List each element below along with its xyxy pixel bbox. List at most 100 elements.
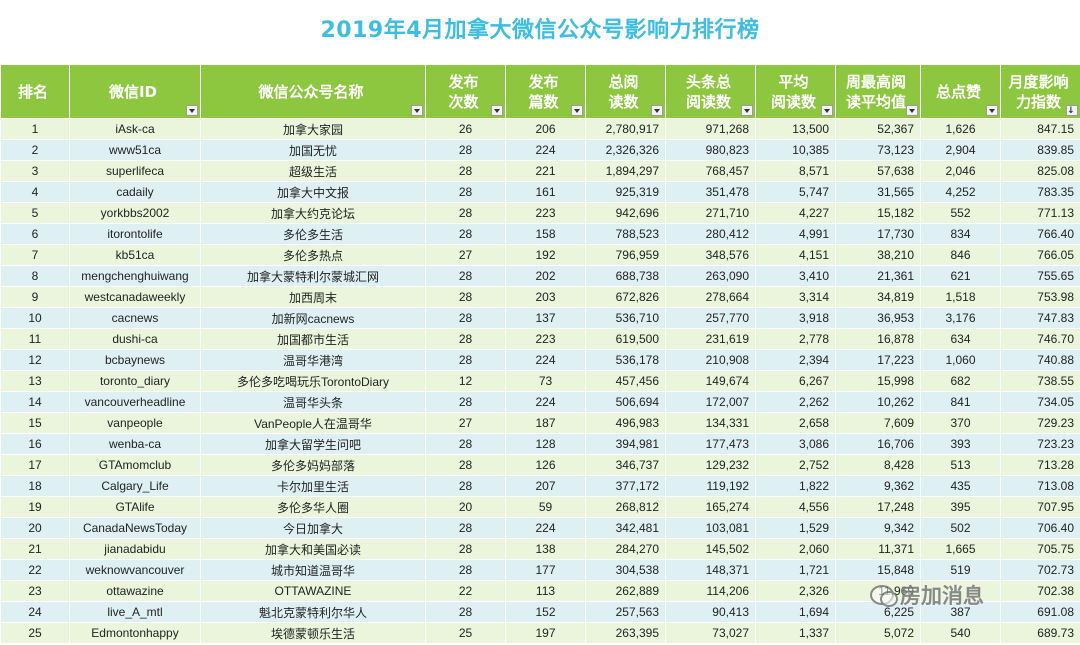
cell-post-count: 26	[425, 118, 506, 140]
cell-post-count: 12	[425, 370, 506, 392]
cell-avg-reads: 8,571	[755, 160, 836, 182]
sort-filter-icon[interactable]	[1066, 101, 1078, 121]
cell-weekly-max-avg: 16,706	[835, 433, 921, 455]
cell-weekly-max-avg: 9,342	[835, 517, 921, 539]
cell-total-likes: 502	[920, 517, 1001, 539]
cell-weekly-max-avg: 15,998	[835, 370, 921, 392]
filter-dropdown-icon[interactable]	[571, 105, 583, 116]
cell-account-name: 多伦多妈妈部落	[200, 454, 426, 476]
cell-rank: 3	[0, 160, 70, 182]
cell-rank: 9	[0, 286, 70, 308]
cell-wechat-id: iAsk-ca	[69, 118, 201, 140]
cell-headline-reads: 231,619	[665, 328, 756, 350]
cell-account-name: 加拿大留学生问吧	[200, 433, 426, 455]
cell-wechat-id: cadaily	[69, 181, 201, 203]
cell-article-count: 223	[505, 328, 586, 350]
column-header-2: 微信公众号名称	[200, 64, 426, 119]
cell-headline-reads: 129,232	[665, 454, 756, 476]
column-header-10: 月度影响 力指数	[1000, 64, 1080, 121]
cell-influence-index: 707.95	[1000, 496, 1080, 518]
column-header-label: 微信公众号名称	[258, 82, 364, 101]
cell-headline-reads: 145,502	[665, 538, 756, 560]
cell-influence-index: 755.65	[1000, 265, 1080, 287]
cell-rank: 18	[0, 475, 70, 497]
cell-headline-reads: 177,473	[665, 433, 756, 455]
cell-total-reads: 672,826	[585, 286, 666, 308]
cell-total-reads: 457,456	[585, 370, 666, 392]
filter-dropdown-icon[interactable]	[906, 105, 918, 116]
cell-rank: 8	[0, 265, 70, 287]
cell-post-count: 28	[425, 433, 506, 455]
cell-rank: 1	[0, 118, 70, 140]
cell-post-count: 28	[425, 160, 506, 182]
cell-post-count: 28	[425, 601, 506, 623]
cell-article-count: 224	[505, 391, 586, 413]
cell-post-count: 28	[425, 391, 506, 413]
cell-total-likes	[920, 580, 1001, 602]
cell-total-likes: 387	[920, 601, 1001, 623]
cell-influence-index: 746.70	[1000, 328, 1080, 350]
cell-rank: 2	[0, 139, 70, 161]
cell-wechat-id: CanadaNewsToday	[69, 517, 201, 539]
cell-account-name: 魁北克蒙特利尔华人	[200, 601, 426, 623]
cell-total-likes: 841	[920, 391, 1001, 413]
ranking-table: 排名 微信ID 微信公众号名称 发布 次数 发布 篇数 总阅 读数 头条总 阅读数 平均 阅读…	[0, 64, 1080, 644]
cell-post-count: 28	[425, 223, 506, 245]
cell-account-name: VanPeople人在温哥华	[200, 412, 426, 434]
column-header-label: 周最高阅 读平均值	[845, 72, 906, 111]
filter-dropdown-icon[interactable]	[986, 105, 998, 116]
cell-total-reads: 536,710	[585, 307, 666, 329]
cell-wechat-id: Edmontonhappy	[69, 622, 201, 644]
filter-dropdown-icon[interactable]	[491, 105, 503, 116]
cell-total-likes: 540	[920, 622, 1001, 644]
cell-weekly-max-avg: 16,878	[835, 328, 921, 350]
cell-account-name: 加新网cacnews	[200, 307, 426, 329]
cell-rank: 15	[0, 412, 70, 434]
table-row: 4 cadaily 加拿大中文报 28 161 925,319 351,478 5,747 31…	[0, 181, 1080, 203]
cell-post-count: 22	[425, 580, 506, 602]
cell-avg-reads: 2,394	[755, 349, 836, 371]
cell-rank: 7	[0, 244, 70, 266]
cell-total-likes: 3,176	[920, 307, 1001, 329]
table-row: 8 mengchenghuiwang 加拿大蒙特利尔蒙城汇网 28 202 688,738…	[0, 265, 1080, 287]
cell-headline-reads: 980,823	[665, 139, 756, 161]
cell-article-count: 224	[505, 517, 586, 539]
cell-headline-reads: 351,478	[665, 181, 756, 203]
cell-total-reads: 268,812	[585, 496, 666, 518]
cell-influence-index: 705.75	[1000, 538, 1080, 560]
cell-wechat-id: wenba-ca	[69, 433, 201, 455]
filter-dropdown-icon[interactable]	[741, 105, 753, 116]
cell-total-likes: 395	[920, 496, 1001, 518]
cell-influence-index: 847.15	[1000, 118, 1080, 140]
cell-rank: 20	[0, 517, 70, 539]
cell-total-reads: 304,538	[585, 559, 666, 581]
cell-wechat-id: superlifeca	[69, 160, 201, 182]
table-row: 1 iAsk-ca 加拿大家园 26 206 2,780,917 971,268 13,500…	[0, 118, 1080, 140]
cell-rank: 4	[0, 181, 70, 203]
cell-article-count: 187	[505, 412, 586, 434]
cell-article-count: 138	[505, 538, 586, 560]
cell-article-count: 137	[505, 307, 586, 329]
filter-dropdown-icon[interactable]	[411, 105, 423, 116]
table-row: 22 weknowvancouver 城市知道温哥华 28 177 304,538 148,…	[0, 559, 1080, 581]
cell-total-reads: 496,983	[585, 412, 666, 434]
cell-rank: 24	[0, 601, 70, 623]
cell-total-reads: 506,694	[585, 391, 666, 413]
cell-weekly-max-avg: 57,638	[835, 160, 921, 182]
cell-rank: 13	[0, 370, 70, 392]
cell-influence-index: 729.23	[1000, 412, 1080, 434]
filter-dropdown-icon[interactable]	[651, 105, 663, 116]
table-row: 25 Edmontonhappy 埃德蒙顿乐生活 25 197 263,395 73,027…	[0, 622, 1080, 644]
cell-total-likes: 846	[920, 244, 1001, 266]
filter-dropdown-icon[interactable]	[186, 105, 198, 116]
table-row: 7 kb51ca 多伦多热点 27 192 796,959 348,576 4,151 38,2…	[0, 244, 1080, 266]
cell-post-count: 28	[425, 202, 506, 224]
cell-weekly-max-avg: 17,248	[835, 496, 921, 518]
cell-article-count: 126	[505, 454, 586, 476]
cell-headline-reads: 263,090	[665, 265, 756, 287]
table-row: 3 superlifeca 超级生活 28 221 1,894,297 768,457 8,5…	[0, 160, 1080, 182]
header-row: 排名 微信ID 微信公众号名称 发布 次数 发布 篇数 总阅 读数 头条总 阅读数 平均 阅读…	[0, 64, 1080, 121]
cell-avg-reads: 4,556	[755, 496, 836, 518]
filter-dropdown-icon[interactable]	[821, 105, 833, 116]
table-row: 18 Calgary_Life 卡尔加里生活 28 207 377,172 119,192 1…	[0, 475, 1080, 497]
